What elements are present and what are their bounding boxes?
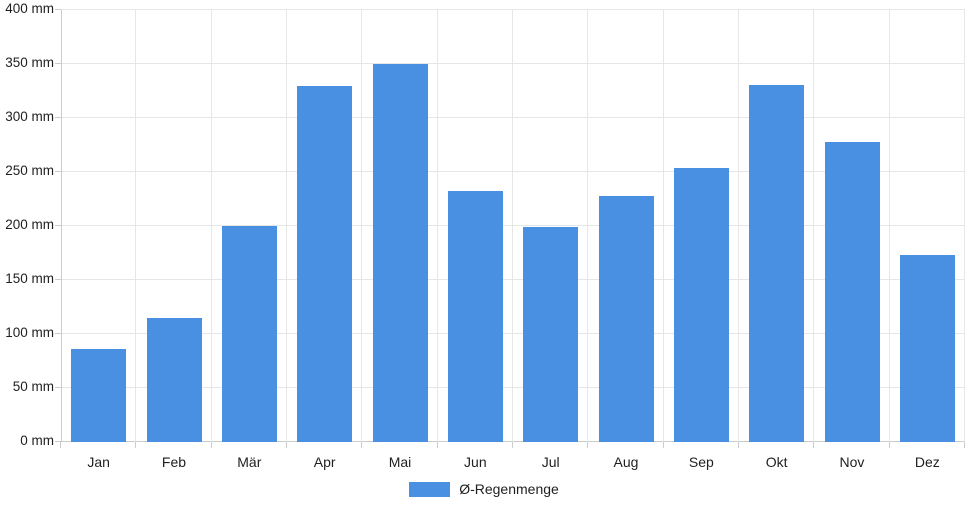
y-axis-tick	[55, 387, 61, 388]
x-axis-tick	[738, 442, 739, 448]
x-axis-tick	[361, 442, 363, 448]
x-axis-tick	[964, 442, 965, 448]
x-axis-label: Mai	[388, 454, 412, 470]
y-axis-label: 100 mm	[5, 325, 54, 340]
x-gridline	[964, 10, 965, 442]
y-gridline	[61, 387, 965, 388]
bar-mai[interactable]	[372, 64, 428, 442]
y-axis-tick	[55, 333, 61, 334]
y-axis-tick	[55, 171, 61, 172]
y-gridline	[61, 279, 965, 280]
bar-okt[interactable]	[749, 84, 805, 442]
legend[interactable]: Ø-Regenmenge	[0, 481, 968, 497]
x-axis-tick	[210, 442, 212, 448]
bar-sep[interactable]	[673, 167, 729, 442]
x-axis-tick	[512, 442, 513, 448]
y-axis-tick	[55, 441, 61, 442]
x-axis-label: Jul	[541, 454, 560, 470]
x-axis-label: Okt	[765, 454, 788, 470]
x-axis-label: Sep	[688, 454, 714, 470]
y-gridline	[61, 63, 965, 64]
bar-jun[interactable]	[447, 191, 503, 442]
x-axis-label: Mär	[237, 454, 262, 470]
x-gridline	[888, 10, 890, 442]
x-gridline	[361, 10, 363, 442]
x-axis-tick	[888, 442, 890, 448]
y-axis-tick	[55, 63, 61, 64]
x-gridline	[738, 10, 739, 442]
y-axis-tick	[55, 9, 61, 10]
y-axis-label: 350 mm	[5, 55, 54, 70]
y-gridline	[61, 171, 965, 172]
x-gridline	[210, 10, 212, 442]
y-gridline	[61, 333, 965, 334]
y-axis-label: 250 mm	[5, 163, 54, 178]
y-gridline	[61, 225, 965, 226]
x-gridline	[662, 10, 664, 442]
y-axis-tick	[55, 279, 61, 280]
y-axis-label: 300 mm	[5, 109, 54, 124]
x-axis-label: Jan	[87, 454, 110, 470]
y-gridline	[61, 117, 965, 118]
bar-aug[interactable]	[598, 195, 654, 442]
bar-mär[interactable]	[221, 226, 277, 442]
y-axis-label: 200 mm	[5, 217, 54, 232]
y-gridline	[61, 9, 965, 10]
y-axis-label: 150 mm	[5, 271, 54, 286]
bar-apr[interactable]	[297, 85, 353, 442]
x-axis-label: Apr	[313, 454, 336, 470]
x-axis-tick	[286, 442, 287, 448]
y-gridline	[61, 441, 965, 442]
legend-swatch	[409, 481, 451, 497]
bar-jul[interactable]	[523, 227, 579, 442]
bar-feb[interactable]	[146, 317, 202, 442]
y-axis-tick	[55, 225, 61, 226]
x-axis-label: Nov	[839, 454, 865, 470]
x-axis-tick	[436, 442, 438, 448]
legend-label: Ø-Regenmenge	[459, 481, 559, 497]
x-gridline	[587, 10, 589, 442]
x-axis-label: Aug	[613, 454, 639, 470]
x-axis-tick	[60, 442, 61, 448]
x-axis-tick	[135, 442, 137, 448]
bar-jan[interactable]	[71, 349, 127, 442]
x-gridline	[135, 10, 137, 442]
x-gridline	[813, 10, 815, 442]
x-axis-tick	[813, 442, 815, 448]
x-gridline	[436, 10, 438, 442]
x-axis-label: Feb	[161, 454, 187, 470]
bar-dez[interactable]	[899, 255, 955, 442]
y-axis-label: 50 mm	[12, 379, 54, 394]
x-axis-label: Dez	[914, 454, 940, 470]
x-gridline	[286, 10, 287, 442]
x-axis-label: Jun	[464, 454, 487, 470]
y-axis-label: 400 mm	[5, 1, 54, 16]
y-axis-line	[61, 10, 62, 442]
y-axis-label: 0 mm	[20, 433, 54, 448]
x-gridline	[512, 10, 513, 442]
x-axis-tick	[662, 442, 664, 448]
bar-nov[interactable]	[824, 141, 880, 442]
y-axis-tick	[55, 117, 61, 118]
x-axis-tick	[587, 442, 589, 448]
